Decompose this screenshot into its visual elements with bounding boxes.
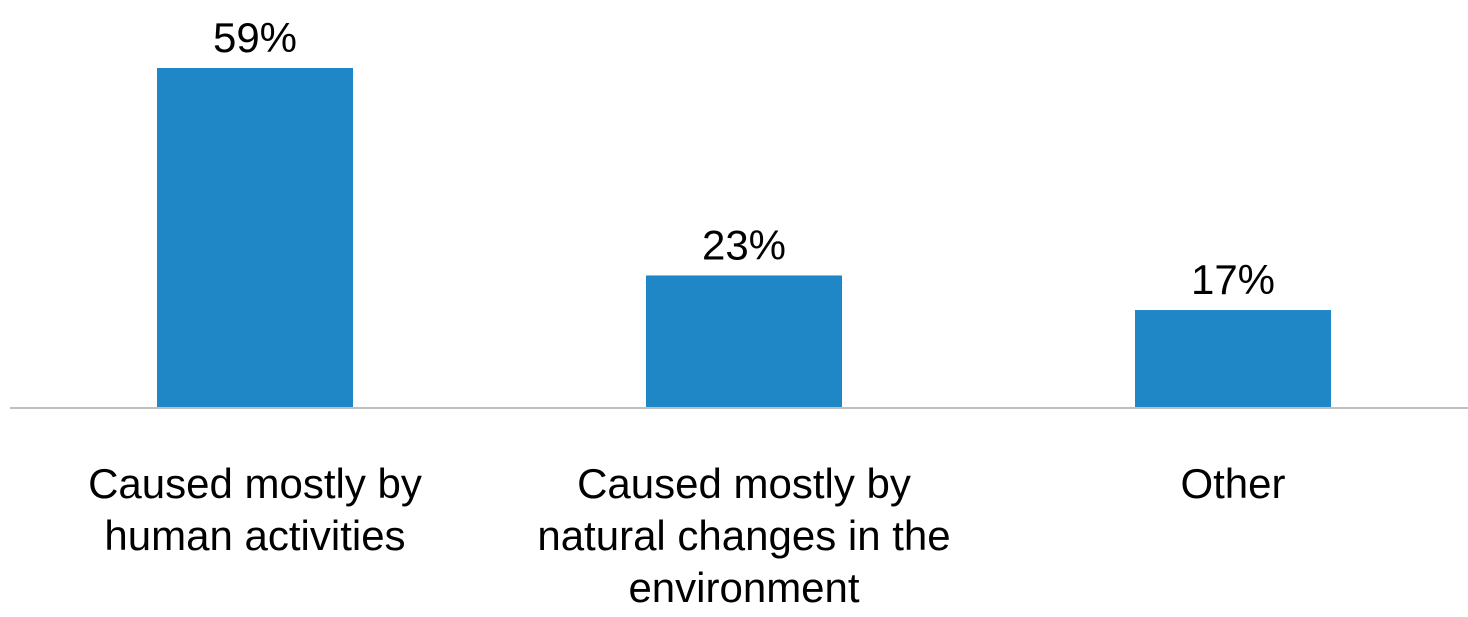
category-label-1: Caused mostly by human activities [88, 460, 422, 559]
data-label-1: 59% [213, 14, 297, 61]
category-label-line: Caused mostly by [577, 460, 911, 507]
data-labels-group: 59% 23% 17% [213, 14, 1275, 303]
bar-2 [646, 275, 842, 408]
bar-1 [157, 68, 353, 408]
category-label-line: Other [1180, 460, 1285, 507]
category-label-line: natural changes in the [537, 512, 950, 559]
data-label-2: 23% [702, 221, 786, 268]
category-label-3: Other [1180, 460, 1285, 507]
category-label-line: Caused mostly by [88, 460, 422, 507]
category-label-line: environment [628, 564, 859, 611]
category-label-2: Caused mostly by natural changes in the en… [537, 460, 950, 611]
category-label-line: human activities [104, 512, 405, 559]
data-label-3: 17% [1191, 256, 1275, 303]
bars-group [157, 68, 1331, 408]
bar-3 [1135, 310, 1331, 408]
